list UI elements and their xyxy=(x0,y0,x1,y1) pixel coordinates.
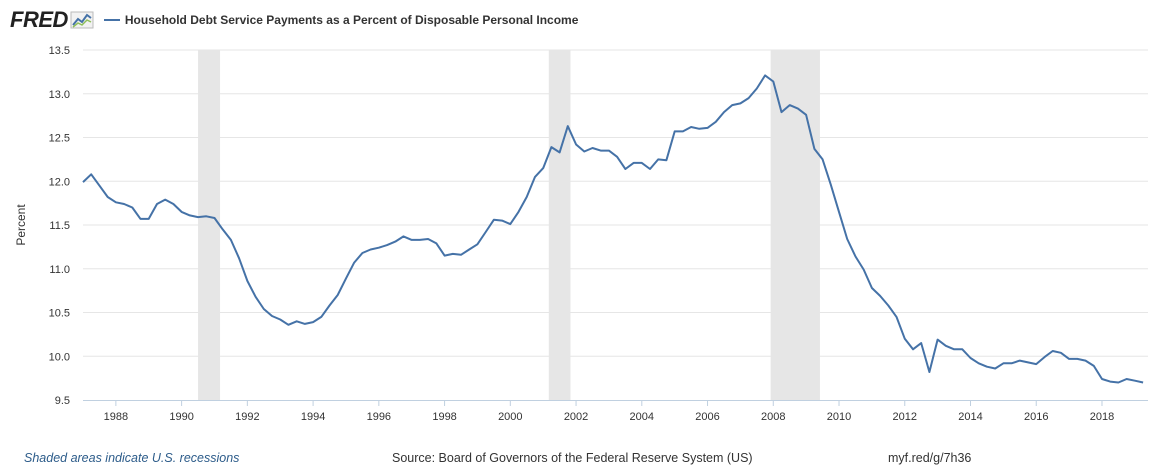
y-tick-label: 11.0 xyxy=(49,264,70,276)
x-tick-label: 2016 xyxy=(1024,411,1048,423)
series-line xyxy=(82,74,1144,384)
legend: Household Debt Service Payments as a Per… xyxy=(103,13,579,27)
x-tick-label: 1988 xyxy=(104,411,128,423)
recession-note: Shaded areas indicate U.S. recessions xyxy=(24,451,240,465)
y-tick-label: 9.5 xyxy=(55,395,70,407)
y-tick-label: 11.5 xyxy=(49,220,70,232)
fred-logo-text: FRED xyxy=(10,7,68,32)
y-tick-label: 12.5 xyxy=(49,133,70,145)
y-tick-label: 10.0 xyxy=(49,351,70,363)
x-tick-label: 2002 xyxy=(564,411,588,423)
x-tick-label: 2014 xyxy=(958,411,982,423)
chart-header: FRED Household Debt Service Payments as … xyxy=(10,6,578,34)
x-tick-label: 1990 xyxy=(169,411,193,423)
x-tick-label: 2004 xyxy=(630,411,654,423)
source-credit: Source: Board of Governors of the Federa… xyxy=(392,451,753,465)
y-axis-label: Percent xyxy=(14,204,28,246)
axes: 9.5 10.0 10.5 11.0 11.5 12.0 12.5 13.0 13.5 1988 1… xyxy=(14,45,1148,423)
series-lines xyxy=(82,74,1144,384)
x-tick-label: 1994 xyxy=(301,411,325,423)
x-tick-label: 2000 xyxy=(498,411,522,423)
x-tick-label: 2006 xyxy=(695,411,719,423)
gridlines xyxy=(83,49,1148,357)
x-tick-label: 1996 xyxy=(367,411,391,423)
x-tick-label: 2012 xyxy=(893,411,917,423)
y-tick-label: 13.5 xyxy=(49,45,70,57)
chart-footer: Shaded areas indicate U.S. recessions So… xyxy=(0,446,1168,466)
x-tick-label: 1998 xyxy=(432,411,456,423)
x-tick-label: 2018 xyxy=(1090,411,1114,423)
legend-swatch xyxy=(103,19,120,21)
x-tick-label: 2010 xyxy=(827,411,851,423)
x-tick-label: 2008 xyxy=(761,411,785,423)
legend-label: Household Debt Service Payments as a Per… xyxy=(124,13,579,27)
line-chart-icon xyxy=(70,11,94,29)
y-tick-label: 12.0 xyxy=(49,176,70,188)
x-tick-label: 1992 xyxy=(235,411,259,423)
y-tick-label: 13.0 xyxy=(49,89,70,101)
fred-logo[interactable]: FRED xyxy=(10,7,94,33)
y-tick-label: 10.5 xyxy=(49,308,70,320)
line-chart: 9.5 10.0 10.5 11.0 11.5 12.0 12.5 13.0 13.5 1988 1… xyxy=(14,45,1148,423)
short-link[interactable]: myf.red/g/7h36 xyxy=(888,451,972,465)
